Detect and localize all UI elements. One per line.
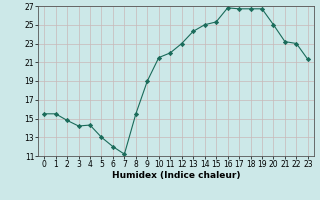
X-axis label: Humidex (Indice chaleur): Humidex (Indice chaleur) xyxy=(112,171,240,180)
